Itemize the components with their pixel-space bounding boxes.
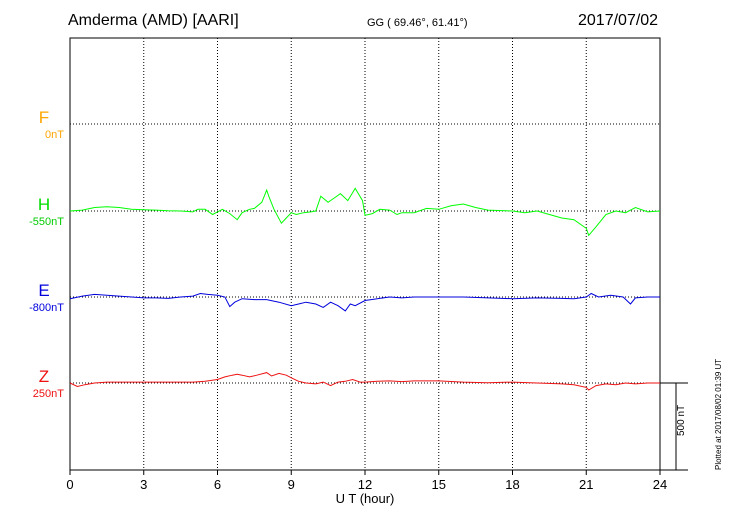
geographic-coords: GG ( 69.46°, 61.41°) (367, 17, 468, 29)
x-tick-label: 18 (505, 477, 519, 492)
series-line-z (69, 372, 660, 391)
x-tick-label: 12 (358, 477, 372, 492)
channel-label-h: H (37, 195, 51, 214)
x-axis-label: U T (hour) (335, 491, 395, 506)
series-line-e (69, 292, 660, 312)
plot-date: 2017/07/02 (578, 12, 659, 29)
x-tick-label: 24 (653, 477, 667, 492)
baseline-label-h: -550nT (29, 216, 64, 228)
scale-bar (660, 382, 688, 471)
channel-label-f: F (38, 108, 50, 127)
station-title: Amderma (AMD) [AARI] (68, 12, 239, 29)
series-line-h (69, 187, 661, 237)
channel-label-e: E (38, 281, 50, 300)
baseline-label-z: 250nT (32, 388, 64, 400)
series-lines (69, 187, 661, 391)
x-tick-label: 21 (579, 477, 593, 492)
x-tick-label: 9 (288, 477, 295, 492)
scale-bar-label: 500 nT (676, 404, 687, 436)
plotted-timestamp: Plotted at 2017/08/02 01:39 UT (714, 358, 723, 470)
x-tick-label: 6 (214, 477, 221, 492)
x-ticks: 0 3 6 9 12 15 18 21 24 (66, 470, 667, 492)
channel-label-z: Z (38, 367, 50, 386)
plot-grid (70, 38, 660, 470)
baseline-label-e: -800nT (29, 302, 64, 314)
x-tick-label: 15 (432, 477, 446, 492)
baseline-label-f: 0nT (45, 129, 64, 141)
x-tick-label: 3 (140, 477, 147, 492)
x-tick-label: 0 (66, 477, 73, 492)
